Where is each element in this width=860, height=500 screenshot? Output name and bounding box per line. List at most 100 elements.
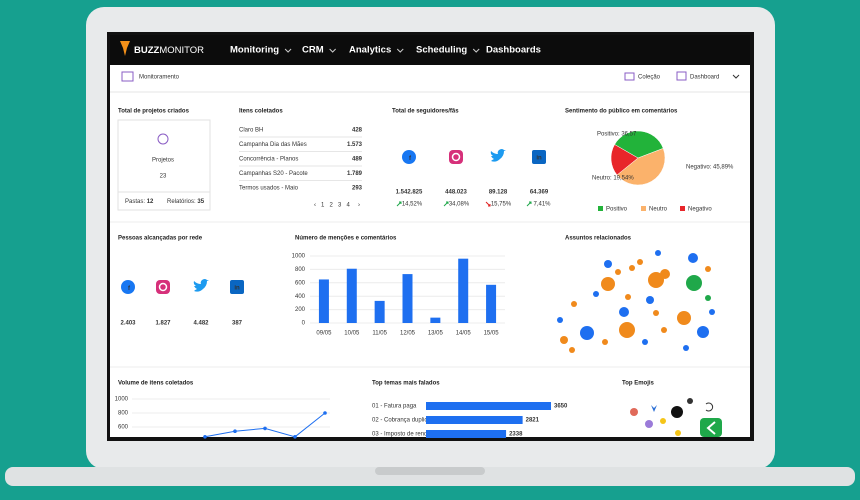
widget-title: Total de seguidores/fãs bbox=[392, 109, 459, 115]
pie-label: Positivo: 36,57 bbox=[597, 132, 637, 138]
topic-bubble bbox=[571, 301, 577, 307]
x-tick-label: 09/05 bbox=[316, 331, 332, 337]
topic-bubble bbox=[697, 326, 709, 338]
brand-light: MONITOR bbox=[159, 45, 204, 56]
topic-value: 2821 bbox=[526, 418, 540, 424]
widget-title: Top Emojis bbox=[622, 381, 655, 387]
topic-bubble bbox=[580, 326, 594, 340]
nav-item[interactable]: Monitoring bbox=[230, 45, 279, 56]
reach-count: 387 bbox=[232, 321, 243, 327]
bar bbox=[346, 268, 357, 323]
item-name: Campanha Dia das Mães bbox=[239, 142, 307, 148]
item-value: 1.573 bbox=[347, 142, 363, 148]
topic-value: 3650 bbox=[554, 404, 568, 410]
topic-bubble bbox=[593, 291, 599, 297]
bar bbox=[486, 284, 497, 323]
y-tick-label: 400 bbox=[295, 294, 306, 300]
topic-bubble bbox=[625, 294, 631, 300]
nav-item[interactable]: CRM bbox=[302, 45, 324, 56]
follower-count: 89.128 bbox=[489, 190, 508, 196]
brand: BUZZMONITOR bbox=[134, 45, 204, 56]
page-number[interactable]: 3 bbox=[338, 203, 342, 209]
legend-swatch bbox=[598, 206, 603, 211]
widget-title: Itens coletados bbox=[239, 109, 283, 115]
content bbox=[110, 35, 750, 437]
linkedin-glyph: in bbox=[234, 286, 240, 292]
nav-item[interactable]: Dashboards bbox=[486, 45, 541, 56]
widget-title: Assuntos relacionados bbox=[565, 236, 632, 242]
y-tick-label: 800 bbox=[295, 267, 306, 273]
folders-label: Pastas: bbox=[125, 199, 145, 205]
reports: Relatórios: 35 bbox=[167, 199, 205, 205]
linkedin-glyph: in bbox=[536, 156, 542, 162]
legend-label: Negativo bbox=[688, 207, 712, 213]
dashboard-button[interactable]: Dashboard bbox=[690, 75, 719, 81]
topic-bubble bbox=[629, 265, 635, 271]
legend-label: Neutro bbox=[649, 207, 668, 213]
volume-point bbox=[233, 429, 237, 434]
page-number[interactable]: 1 bbox=[321, 203, 325, 209]
topic-bar bbox=[426, 430, 507, 438]
twitter-icon bbox=[490, 149, 506, 162]
volume-point bbox=[263, 426, 267, 431]
y-tick-label: 200 bbox=[295, 307, 306, 313]
widget-title: Sentimento do público em comentários bbox=[565, 109, 678, 115]
linkedin-icon bbox=[230, 280, 244, 294]
instagram-icon bbox=[156, 280, 170, 294]
follower-change: 14,52% bbox=[402, 202, 423, 208]
legend-label: Positivo bbox=[606, 207, 628, 213]
page-number[interactable]: 2 bbox=[330, 203, 334, 209]
topic-bubble bbox=[655, 250, 661, 256]
topic-label: 02 - Cobrança duplicada bbox=[372, 418, 438, 424]
item-value: 428 bbox=[352, 128, 363, 134]
topic-bar bbox=[426, 416, 523, 424]
volume-point bbox=[203, 435, 207, 439]
x-tick-label: 12/05 bbox=[400, 331, 416, 337]
page-prev[interactable]: ‹ bbox=[314, 203, 316, 209]
header-chevron[interactable] bbox=[732, 74, 740, 79]
page-number[interactable]: 4 bbox=[347, 203, 351, 209]
topic-bubble bbox=[686, 275, 702, 291]
projects-value: 23 bbox=[160, 174, 167, 180]
instagram-lens bbox=[158, 282, 168, 292]
emoji-cloud bbox=[630, 398, 722, 437]
nav-caret bbox=[284, 48, 292, 53]
x-tick-label: 13/05 bbox=[428, 331, 444, 337]
facebook-icon bbox=[121, 280, 135, 294]
dashboard-icon[interactable] bbox=[676, 71, 687, 81]
topic-bubble bbox=[615, 269, 621, 275]
topic-bubble bbox=[602, 339, 608, 345]
volume-point bbox=[293, 435, 297, 439]
page-next[interactable]: › bbox=[358, 203, 360, 209]
change-arrow bbox=[485, 201, 491, 207]
widget-title: Top temas mais falados bbox=[372, 381, 440, 387]
follower-count: 64.369 bbox=[530, 190, 549, 196]
follower-change: 34,08% bbox=[449, 202, 470, 208]
projects-box bbox=[117, 119, 211, 211]
topic-bubble bbox=[646, 296, 654, 304]
instagram-icon bbox=[449, 150, 463, 164]
pie-slice bbox=[610, 144, 639, 176]
widget-title: Total de projetos criados bbox=[118, 109, 190, 115]
topic-bubble bbox=[560, 336, 568, 344]
topic-bubble bbox=[601, 277, 615, 291]
widget-title: Número de menções e comentários bbox=[295, 236, 397, 242]
topic-value: 2338 bbox=[509, 432, 523, 438]
topic-bubble bbox=[661, 327, 667, 333]
logo-icon bbox=[120, 41, 130, 56]
topic-label: 03 - Imposto de renda bbox=[372, 432, 431, 438]
collection-icon[interactable] bbox=[624, 72, 635, 81]
topic-bar bbox=[426, 402, 552, 410]
bar bbox=[458, 258, 469, 323]
widget-title: Pessoas alcançadas por rede bbox=[118, 236, 203, 242]
facebook-glyph: f bbox=[409, 156, 412, 162]
follower-count: 448.023 bbox=[445, 190, 467, 196]
nav-item[interactable]: Analytics bbox=[349, 45, 391, 56]
collection-button[interactable]: Coleção bbox=[638, 75, 661, 81]
nav-item[interactable]: Scheduling bbox=[416, 45, 467, 56]
change-arrow bbox=[396, 201, 402, 207]
x-tick-label: 10/05 bbox=[344, 331, 360, 337]
item-value: 293 bbox=[352, 186, 363, 192]
x-tick-label: 15/05 bbox=[484, 331, 500, 337]
